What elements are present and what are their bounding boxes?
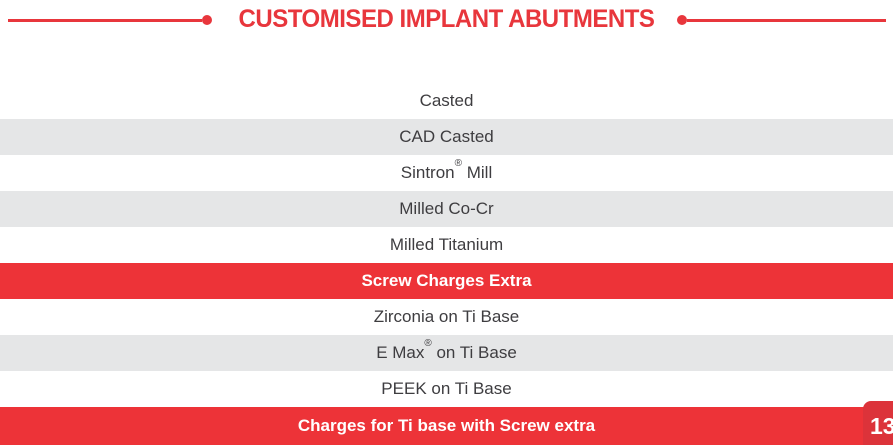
- registered-mark: ®: [454, 158, 463, 170]
- banner-row: Charges for Ti base with Screw extra: [0, 407, 893, 445]
- row-label: Sintron® Mill: [400, 158, 493, 182]
- header-dot-left-icon: [202, 15, 212, 25]
- header-rule-left: [8, 19, 202, 22]
- table-row: PEEK on Ti Base: [0, 371, 893, 407]
- header-rule-right: [687, 19, 886, 22]
- table-row: Zirconia on Ti Base: [0, 299, 893, 335]
- table-row: Milled Titanium: [0, 227, 893, 263]
- row-label: CAD Casted: [399, 127, 494, 146]
- table-row: Milled Co-Cr: [0, 191, 893, 227]
- table-row: Sintron® Mill: [0, 155, 893, 191]
- page-number: 13: [870, 413, 893, 439]
- page-number-tab: 13: [863, 401, 893, 445]
- row-label: Zirconia on Ti Base: [373, 307, 520, 326]
- row-label: Milled Titanium: [389, 235, 504, 254]
- table-row: E Max® on Ti Base: [0, 335, 893, 371]
- row-label: Milled Co-Cr: [399, 199, 494, 218]
- page-title: CUSTOMISED IMPLANT ABUTMENTS: [238, 5, 655, 33]
- banner-label: Screw Charges Extra: [361, 271, 532, 290]
- header-dot-right-icon: [677, 15, 687, 25]
- table-row: Casted: [0, 83, 893, 119]
- row-label: E Max® on Ti Base: [376, 338, 517, 362]
- row-label: PEEK on Ti Base: [381, 379, 512, 398]
- row-label: Casted: [419, 91, 474, 110]
- table-row: CAD Casted: [0, 119, 893, 155]
- abutment-price-list: Casted CAD Casted Sintron® Mill Milled C…: [0, 83, 893, 445]
- banner-row: Screw Charges Extra: [0, 263, 893, 299]
- page-header: CUSTOMISED IMPLANT ABUTMENTS: [0, 0, 893, 40]
- registered-mark: ®: [424, 338, 432, 350]
- banner-label: Charges for Ti base with Screw extra: [297, 416, 596, 435]
